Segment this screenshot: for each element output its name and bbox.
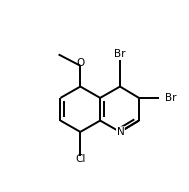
Text: O: O <box>76 59 84 69</box>
Text: Br: Br <box>165 93 177 103</box>
Text: Br: Br <box>114 49 126 59</box>
Text: Cl: Cl <box>75 154 85 164</box>
Text: N: N <box>116 127 124 137</box>
